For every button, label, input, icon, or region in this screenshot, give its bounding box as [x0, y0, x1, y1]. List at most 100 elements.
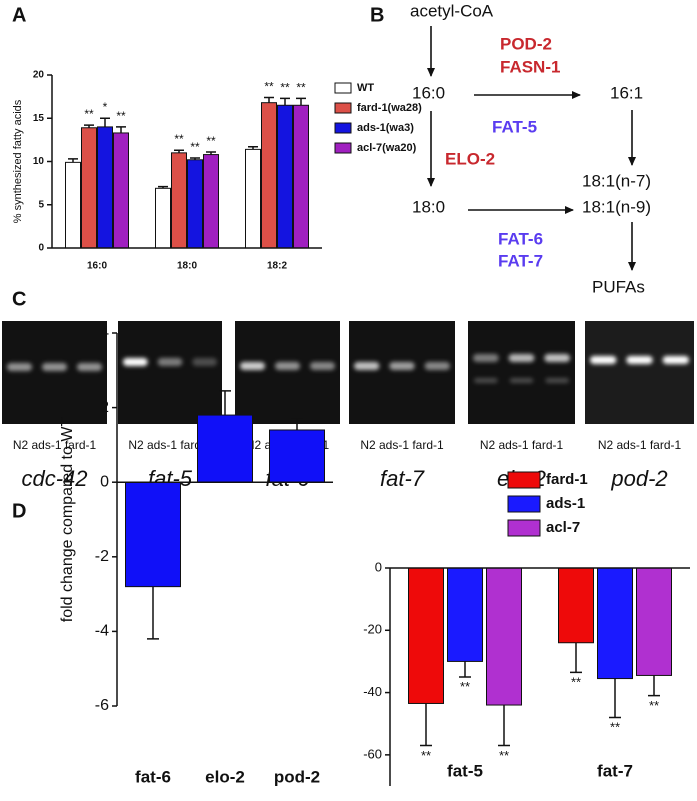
significance: **	[264, 79, 274, 93]
significance: **	[421, 748, 431, 763]
gel	[118, 321, 222, 424]
legend-label: WT	[357, 82, 374, 94]
band	[275, 362, 300, 370]
error-bar	[190, 157, 200, 160]
x-tick-label: elo-2	[205, 767, 245, 786]
node: 16:1	[610, 83, 643, 102]
node: PUFAs	[592, 277, 645, 296]
legend-swatch	[507, 471, 541, 489]
legend-label: fard-1(wa28)	[357, 102, 422, 114]
error-bar	[296, 97, 306, 106]
y-axis-label: fold change compared to WT	[59, 417, 76, 623]
x-tick-label: pod-2	[274, 767, 320, 786]
significance: **	[174, 132, 184, 146]
band	[424, 362, 450, 370]
significance: **	[649, 698, 659, 713]
bar	[269, 429, 325, 483]
legend-swatch	[507, 519, 541, 537]
significance: **	[280, 80, 290, 94]
bar	[65, 161, 81, 249]
error-bar	[116, 126, 126, 133]
y-tick-label: 10	[33, 156, 45, 167]
significance: **	[460, 679, 470, 694]
significance: **	[499, 748, 509, 763]
bar	[293, 104, 309, 249]
band	[192, 358, 217, 366]
y-tick-label: 2	[100, 399, 109, 416]
node: 18:0	[412, 197, 445, 216]
gel	[585, 321, 694, 424]
bar	[113, 132, 129, 249]
bar	[197, 414, 253, 483]
significance: **	[190, 140, 200, 154]
bar	[447, 567, 483, 662]
y-tick-label: 20	[33, 70, 45, 81]
band	[509, 378, 534, 383]
error-bar	[459, 661, 471, 678]
x-tick-label: 18:0	[177, 261, 197, 272]
chart: -60 -40 -20 0 fat-5 ** ** ** fat-7 ** ** ** fard-1 ad…	[363, 471, 690, 786]
legend-label: acl-7(wa20)	[357, 142, 417, 154]
lane-labels: N2 ads-1 fard-1	[360, 438, 444, 452]
y-axis-label: % synthesized fatty acids	[12, 99, 24, 223]
gel	[235, 321, 340, 424]
bar	[408, 567, 444, 704]
y-tick-label: 0	[100, 473, 109, 490]
y-tick-label: -60	[363, 746, 382, 761]
x-tick-label: fat-6	[135, 767, 171, 786]
significance: *	[103, 100, 108, 114]
node: 16:0	[412, 83, 445, 102]
legend-label: ads-1	[546, 495, 585, 512]
enzyme: POD-2	[500, 34, 552, 53]
enzyme: ELO-2	[445, 149, 495, 168]
bar	[125, 481, 181, 588]
gels: N2 ads-1 fard-1 cdc-42 N2 ads-1 fard-1 fat-…	[2, 321, 694, 491]
band	[157, 358, 183, 366]
panel-label: B	[370, 4, 384, 26]
band	[626, 356, 653, 364]
error-bar	[100, 117, 110, 127]
error-bar	[648, 675, 660, 697]
bar	[245, 148, 261, 249]
band	[123, 358, 148, 366]
x-tick-label: fat-5	[447, 761, 483, 780]
band	[545, 378, 569, 383]
legend-label: ads-1(wa3)	[357, 122, 414, 134]
error-bar	[264, 96, 274, 103]
bar	[261, 102, 277, 249]
legend-swatch	[334, 82, 352, 94]
y-tick-label: 0	[38, 243, 44, 254]
band	[77, 363, 102, 371]
error-bar	[570, 642, 582, 674]
legend-swatch	[334, 122, 352, 134]
band	[590, 356, 617, 364]
gel	[349, 321, 455, 424]
lane-labels: N2 ads-1 fard-1	[13, 438, 97, 452]
bar	[597, 567, 633, 680]
legend-swatch	[334, 102, 352, 114]
y-tick-label: 5	[38, 199, 44, 210]
error-bar	[420, 703, 432, 747]
error-bar	[219, 390, 231, 416]
significance: **	[84, 107, 94, 121]
legend-swatch	[507, 495, 541, 513]
lane-labels: N2 ads-1 fard-1	[480, 438, 564, 452]
band	[508, 354, 535, 362]
y-tick-label: -6	[95, 697, 109, 714]
node: 18:1(n-9)	[582, 197, 651, 216]
band	[354, 362, 380, 370]
error-bar	[68, 158, 78, 163]
chart: -6 -4 -2 0 2 4 fold change compared to WT fat-6…	[59, 324, 333, 786]
bar	[558, 567, 594, 644]
error-bar	[498, 705, 510, 747]
band	[310, 362, 335, 370]
gene-name: cdc-42	[21, 466, 87, 491]
y-tick-label: -20	[363, 622, 382, 637]
band	[7, 363, 32, 371]
band	[473, 354, 499, 362]
gene-name: pod-2	[610, 466, 667, 491]
gel	[2, 321, 107, 424]
panel-label: A	[12, 4, 26, 26]
